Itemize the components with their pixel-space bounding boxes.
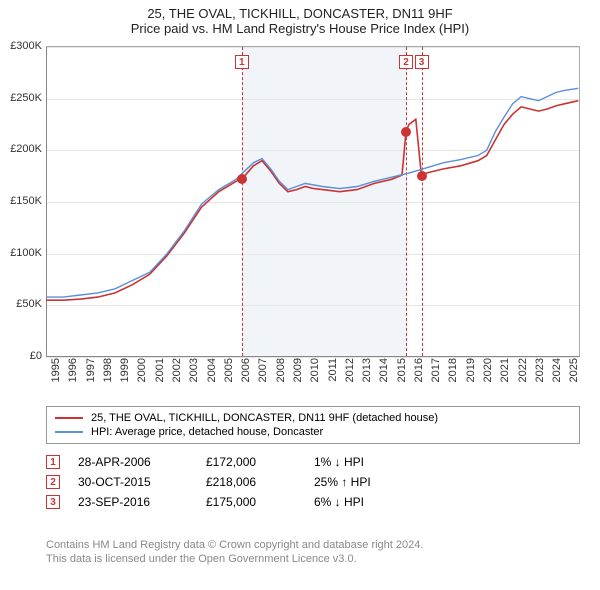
x-tick-label: 2023 xyxy=(534,358,546,398)
y-tick-label: £150K xyxy=(0,195,42,207)
y-tick-label: £250K xyxy=(0,92,42,104)
ref-badge: 3 xyxy=(415,55,429,69)
y-tick-label: £100K xyxy=(0,247,42,259)
title-subtitle: Price paid vs. HM Land Registry's House … xyxy=(0,21,600,36)
x-tick-label: 2010 xyxy=(309,358,321,398)
event-date: 23-SEP-2016 xyxy=(78,495,188,509)
x-tick-label: 2012 xyxy=(344,358,356,398)
x-tick-label: 2008 xyxy=(275,358,287,398)
x-tick-label: 2021 xyxy=(499,358,511,398)
ref-badge: 1 xyxy=(235,55,249,69)
y-tick-label: £50K xyxy=(0,298,42,310)
event-price: £175,000 xyxy=(206,495,296,509)
x-tick-label: 1996 xyxy=(67,358,79,398)
x-tick-label: 2024 xyxy=(551,358,563,398)
x-tick-label: 1998 xyxy=(102,358,114,398)
event-badge-1: 1 xyxy=(46,455,60,469)
x-tick-label: 2001 xyxy=(154,358,166,398)
legend-label-subject: 25, THE OVAL, TICKHILL, DONCASTER, DN11 … xyxy=(91,412,438,424)
event-badge-3: 3 xyxy=(46,495,60,509)
x-tick-label: 2011 xyxy=(327,358,339,398)
x-tick-label: 1995 xyxy=(50,358,62,398)
x-tick-label: 2017 xyxy=(430,358,442,398)
x-tick-label: 2009 xyxy=(292,358,304,398)
title-address: 25, THE OVAL, TICKHILL, DONCASTER, DN11 … xyxy=(0,6,600,21)
event-date: 30-OCT-2015 xyxy=(78,475,188,489)
event-diff: 6% ↓ HPI xyxy=(314,495,404,509)
event-date: 28-APR-2006 xyxy=(78,455,188,469)
y-tick-label: £300K xyxy=(0,40,42,52)
x-tick-label: 2003 xyxy=(188,358,200,398)
price-chart: 1 23 xyxy=(46,46,580,356)
event-diff: 25% ↑ HPI xyxy=(314,475,404,489)
event-diff: 1% ↓ HPI xyxy=(314,455,404,469)
x-tick-label: 2014 xyxy=(378,358,390,398)
chart-title-block: 25, THE OVAL, TICKHILL, DONCASTER, DN11 … xyxy=(0,0,600,36)
legend-swatch-hpi xyxy=(55,431,83,433)
legend-label-hpi: HPI: Average price, detached house, Donc… xyxy=(91,426,323,438)
footer-line2: This data is licensed under the Open Gov… xyxy=(46,552,580,566)
x-tick-label: 2005 xyxy=(223,358,235,398)
event-row: 1 28-APR-2006 £172,000 1% ↓ HPI xyxy=(46,452,580,472)
x-tick-label: 2006 xyxy=(240,358,252,398)
x-tick-label: 2018 xyxy=(447,358,459,398)
y-tick-label: £0 xyxy=(0,350,42,362)
event-badge-2: 2 xyxy=(46,475,60,489)
ref-badge: 2 xyxy=(399,55,413,69)
x-tick-label: 2025 xyxy=(568,358,580,398)
x-tick-label: 2002 xyxy=(171,358,183,398)
x-tick-label: 2007 xyxy=(257,358,269,398)
x-tick-label: 2016 xyxy=(413,358,425,398)
x-tick-label: 1997 xyxy=(85,358,97,398)
event-row: 2 30-OCT-2015 £218,006 25% ↑ HPI xyxy=(46,472,580,492)
x-tick-label: 2004 xyxy=(206,358,218,398)
x-tick-label: 2020 xyxy=(482,358,494,398)
x-tick-label: 2013 xyxy=(361,358,373,398)
legend-item-subject: 25, THE OVAL, TICKHILL, DONCASTER, DN11 … xyxy=(55,411,571,425)
x-tick-label: 2015 xyxy=(396,358,408,398)
event-row: 3 23-SEP-2016 £175,000 6% ↓ HPI xyxy=(46,492,580,512)
sale-marker xyxy=(237,174,247,184)
sale-marker xyxy=(401,127,411,137)
event-price: £172,000 xyxy=(206,455,296,469)
footer-attribution: Contains HM Land Registry data © Crown c… xyxy=(46,538,580,567)
footer-line1: Contains HM Land Registry data © Crown c… xyxy=(46,538,580,552)
event-price: £218,006 xyxy=(206,475,296,489)
sale-events: 1 28-APR-2006 £172,000 1% ↓ HPI 2 30-OCT… xyxy=(46,452,580,512)
x-tick-label: 2000 xyxy=(136,358,148,398)
x-tick-label: 1999 xyxy=(119,358,131,398)
x-tick-label: 2022 xyxy=(517,358,529,398)
y-tick-label: £200K xyxy=(0,143,42,155)
legend: 25, THE OVAL, TICKHILL, DONCASTER, DN11 … xyxy=(46,406,580,444)
legend-swatch-subject xyxy=(55,417,83,419)
legend-item-hpi: HPI: Average price, detached house, Donc… xyxy=(55,425,571,439)
sale-marker xyxy=(417,171,427,181)
x-tick-label: 2019 xyxy=(465,358,477,398)
